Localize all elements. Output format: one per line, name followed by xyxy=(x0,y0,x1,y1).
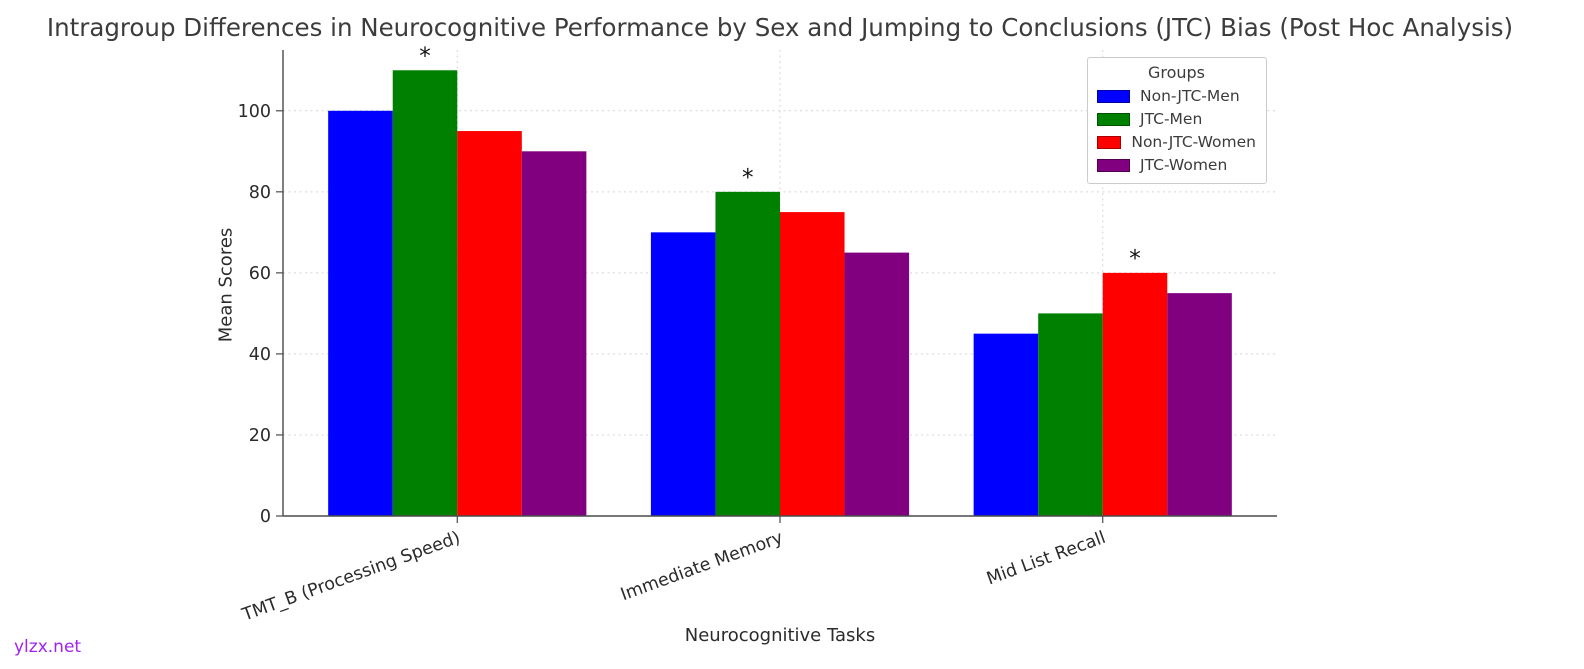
legend-title: Groups xyxy=(1147,63,1206,82)
y-tick-label: 100 xyxy=(238,102,271,122)
legend-label: Non-JTC-Women xyxy=(1131,133,1256,151)
legend: Groups Non-JTC-Men JTC-Men Non-JTC-Women JT… xyxy=(1087,57,1267,184)
legend-swatch-JTC-Men xyxy=(1097,112,1130,126)
legend-label: JTC-Men xyxy=(1140,110,1203,128)
legend-swatch-JTC-Women xyxy=(1097,158,1130,172)
bar-JTC-Women-TMT_B (Processing Speed) xyxy=(521,151,587,516)
bar-JTC-Men-Mid List Recall xyxy=(1038,313,1103,516)
y-tick-label: 0 xyxy=(260,507,271,527)
bar-Non-JTC-Men-Immediate Memory xyxy=(650,232,716,516)
chart-title: Intragroup Differences in Neurocognitive… xyxy=(46,13,1514,42)
bar-Non-JTC-Women-Mid List Recall xyxy=(1102,272,1168,516)
watermark-link[interactable]: ylzx.net xyxy=(14,637,82,657)
legend-swatch-Non-JTC-Men xyxy=(1097,89,1130,103)
y-tick-label: 60 xyxy=(249,264,271,284)
legend-item: Non-JTC-Women xyxy=(1097,133,1256,151)
bar-JTC-Men-TMT_B (Processing Speed) xyxy=(392,70,458,517)
bar-Non-JTC-Women-Immediate Memory xyxy=(780,212,845,516)
bar-Non-JTC-Men-Mid List Recall xyxy=(973,333,1039,516)
legend-label: JTC-Women xyxy=(1140,156,1228,174)
legend-item: JTC-Women xyxy=(1097,156,1256,174)
legend-item: Non-JTC-Men xyxy=(1097,87,1256,105)
x-tick-label: Immediate Memory xyxy=(618,528,786,605)
bar-JTC-Men-Immediate Memory xyxy=(715,191,780,516)
legend-label: Non-JTC-Men xyxy=(1140,87,1240,105)
bar-Non-JTC-Men-TMT_B (Processing Speed) xyxy=(328,110,393,517)
bar-JTC-Women-Mid List Recall xyxy=(1167,293,1232,516)
x-tick-label: TMT_B (Processing Speed) xyxy=(239,528,463,626)
y-axis-label: Mean Scores xyxy=(215,227,237,343)
significance-star: * xyxy=(419,43,431,69)
x-tick-label: Mid List Recall xyxy=(984,528,1108,590)
y-tick-label: 20 xyxy=(249,426,271,446)
legend-items: Non-JTC-Men JTC-Men Non-JTC-Women JTC-Women xyxy=(1097,87,1256,174)
bar-Non-JTC-Women-TMT_B (Processing Speed) xyxy=(457,131,522,517)
legend-item: JTC-Men xyxy=(1097,110,1256,128)
bar-JTC-Women-Immediate Memory xyxy=(844,252,910,516)
y-tick-label: 80 xyxy=(249,183,271,203)
x-axis-label: Neurocognitive Tasks xyxy=(684,625,876,646)
y-tick-label: 40 xyxy=(249,345,271,365)
significance-star: * xyxy=(1129,246,1141,272)
legend-swatch-Non-JTC-Women xyxy=(1097,135,1122,149)
significance-star: * xyxy=(742,165,754,191)
